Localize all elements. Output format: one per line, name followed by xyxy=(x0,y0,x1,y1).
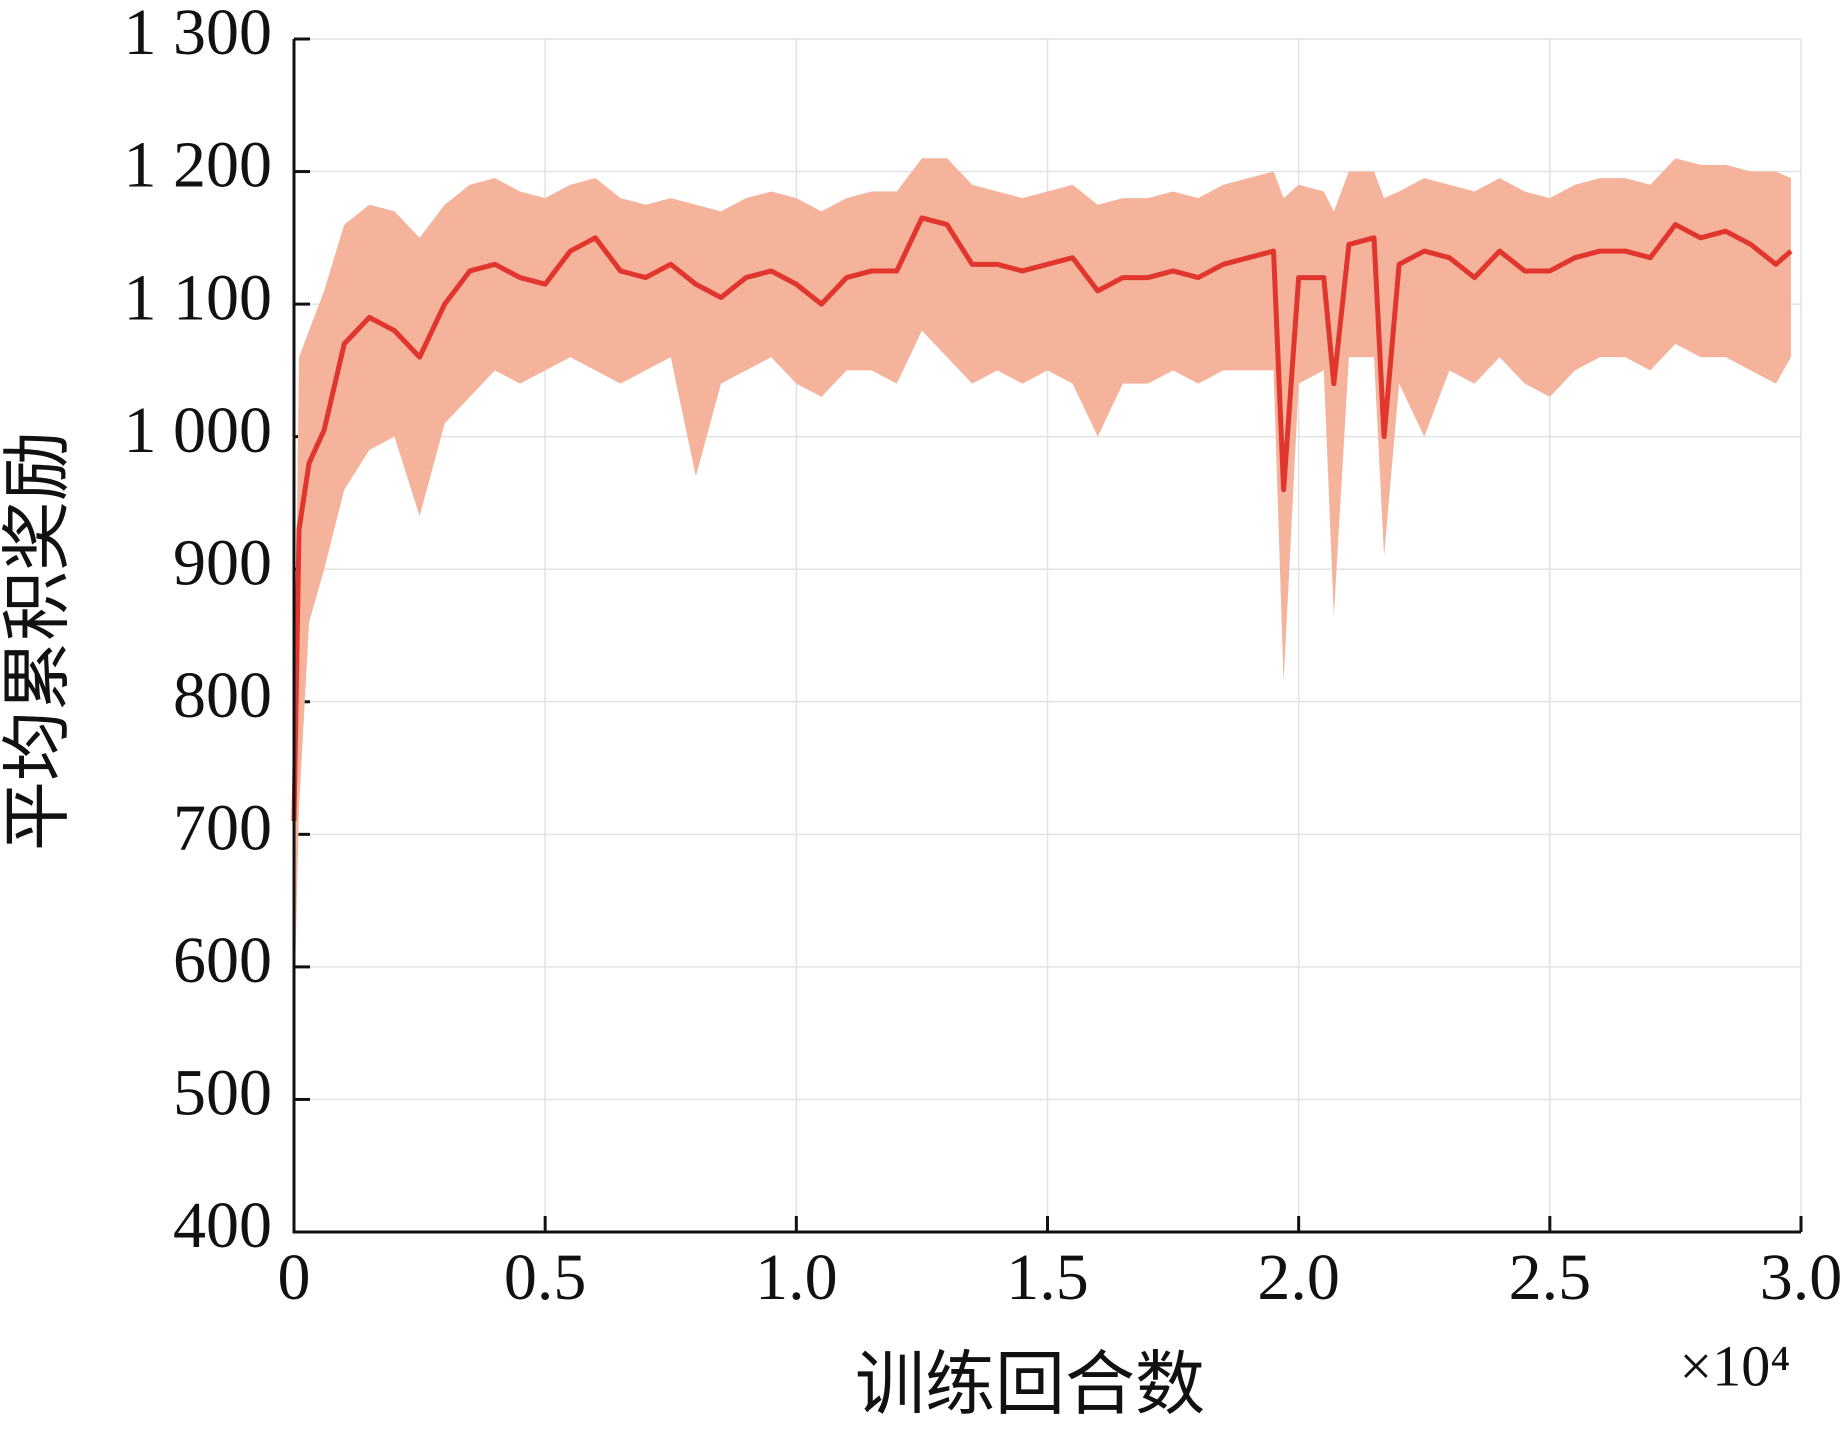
y-tick-label: 900 xyxy=(173,526,272,599)
y-tick-label: 1 000 xyxy=(124,394,273,467)
y-tick-label: 600 xyxy=(173,924,272,997)
line xyxy=(291,215,1793,822)
y-tick-label: 1 200 xyxy=(124,129,273,202)
x-tick-label: 2.0 xyxy=(1257,1241,1340,1314)
x-tick-label: 0 xyxy=(278,1241,311,1314)
x-multiplier: ×10⁴ xyxy=(1680,1333,1791,1398)
y-tick-label: 500 xyxy=(173,1057,272,1130)
x-tick-label: 0.5 xyxy=(504,1241,587,1314)
band xyxy=(294,158,1791,1020)
x-tick-label: 2.5 xyxy=(1509,1241,1592,1314)
y-tick-label: 1 300 xyxy=(124,0,273,69)
x-tick-label: 1.0 xyxy=(755,1241,838,1314)
x-tick-label: 3.0 xyxy=(1760,1241,1843,1314)
y-tick-label: 400 xyxy=(173,1189,272,1262)
y-tick-label: 800 xyxy=(173,659,272,732)
y-axis-label: 平均累积奖励 xyxy=(0,431,77,851)
x-tick-label: 1.5 xyxy=(1006,1241,1089,1314)
y-tick-label: 1 100 xyxy=(124,261,273,334)
y-tick-label: 700 xyxy=(173,791,272,864)
axes xyxy=(292,39,1801,1234)
x-axis-label: 训练回合数 xyxy=(855,1347,1205,1424)
